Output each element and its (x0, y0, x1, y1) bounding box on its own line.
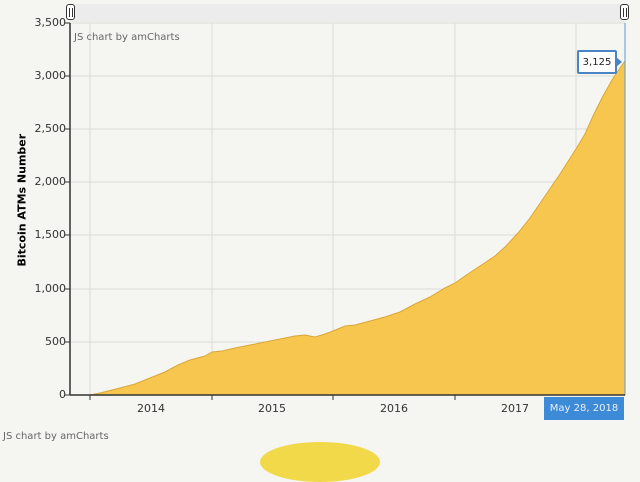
y-tick-label: 1,000 (34, 282, 67, 295)
area-series (89, 59, 626, 396)
chart-scrollbar[interactable] (70, 4, 625, 22)
chart-credit-link[interactable]: JS chart by amCharts (74, 32, 180, 43)
scrollbar-right-grip-icon[interactable] (620, 4, 629, 20)
cursor-date-badge: May 28, 2018 (544, 397, 624, 420)
x-tick-label: 2015 (258, 402, 286, 415)
y-tick-label: 2,000 (34, 175, 67, 188)
y-tick-label: 3,500 (34, 16, 67, 29)
x-tick-label: 2017 (501, 402, 529, 415)
chart-credit-link[interactable]: JS chart by amCharts (3, 431, 109, 442)
y-tick-label: 1,500 (34, 228, 67, 241)
decorative-shape (260, 442, 380, 482)
x-tick-label: 2016 (380, 402, 408, 415)
y-tick-label: 500 (45, 335, 66, 348)
y-tick-label: 3,000 (34, 69, 67, 82)
scrollbar-left-grip-icon[interactable] (66, 4, 75, 20)
y-tick-label: 0 (59, 388, 66, 401)
x-tick-label: 2014 (137, 402, 165, 415)
chart-plot (65, 22, 626, 400)
value-balloon: 3,125 (577, 50, 622, 74)
y-tick-label: 2,500 (34, 122, 67, 135)
y-axis-title: Bitcoin ATMs Number (15, 133, 29, 267)
